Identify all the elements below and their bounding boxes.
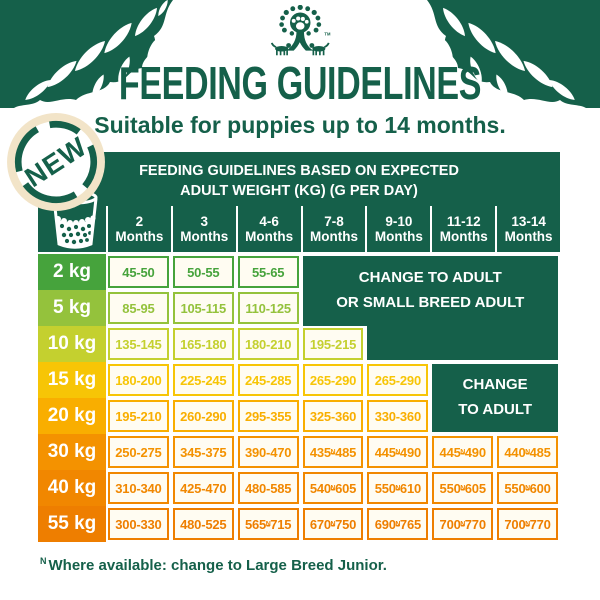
feeding-value-cell: 105-115: [172, 292, 234, 324]
footnote-marker: N: [40, 556, 47, 566]
feeding-value-cell: 265-290: [302, 364, 364, 396]
svg-text:TM: TM: [324, 32, 331, 37]
feeding-value-cell: 225-245: [172, 364, 234, 396]
note-line: OR SMALL BREED ADULT: [336, 294, 525, 311]
new-badge-icon: NEW: [7, 113, 105, 211]
table-heading-line2: ADULT WEIGHT (KG) (G PER DAY): [180, 183, 418, 200]
feeding-value-cell: 295-355: [237, 400, 299, 432]
feeding-value-cell: 445- N 490: [432, 436, 494, 468]
column-header: 9-10 Months: [365, 206, 430, 252]
page-title: FEEDING GUIDELINES: [118, 57, 482, 109]
feeding-value-cell: 480-525: [172, 508, 234, 540]
subtitle: Suitable for puppies up to 14 months.: [94, 112, 506, 138]
feeding-value-cell: 245-285: [237, 364, 299, 396]
paw-icon: [291, 16, 309, 30]
column-header: 3 Months: [170, 206, 236, 252]
feeding-value-cell: 45-50: [108, 256, 169, 288]
note-line: CHANGE: [462, 376, 528, 394]
note-line: TO ADULT: [458, 401, 533, 418]
column-header: 13-14 Months: [495, 206, 560, 252]
change-to-adult-note: CHANGE TO ADULT: [432, 364, 558, 432]
row-header-weight: 5 kg: [38, 290, 106, 326]
feeding-value-cell: 670- N 750: [302, 508, 364, 540]
row-header-weight: 2 kg: [38, 254, 106, 290]
column-header: 4-6 Months: [235, 206, 301, 252]
feeding-value-cell: 440- N 485: [497, 436, 558, 468]
feeding-value-cell: 260-290: [172, 400, 234, 432]
note-line: CHANGE TO ADULT: [358, 269, 502, 287]
feeding-value-cell: 310-340: [108, 472, 169, 504]
row-header-weight: 20 kg: [38, 398, 106, 434]
feeding-value-cell: 540- N 605: [302, 472, 364, 504]
feeding-value-cell: 480-585: [237, 472, 299, 504]
feeding-value-cell: 135-145: [108, 328, 169, 360]
row-header-weight: 15 kg: [38, 362, 106, 398]
table-header: FEEDING GUIDELINES BASED ON EXPECTED ADU…: [38, 152, 560, 252]
tree-paw-dogs-logo-icon: TM: [270, 4, 331, 56]
feeding-value-cell: 330-360: [367, 400, 429, 432]
feeding-value-cell: 195-210: [108, 400, 169, 432]
dog-right-silhouette: [309, 42, 330, 56]
feeding-value-cell: 110-125: [237, 292, 299, 324]
month-header-row: 2 Months 3 Months 4-6 Months 7-8 Months 9-10 Mont…: [106, 206, 560, 252]
feeding-value-cell: 700- N 770: [497, 508, 558, 540]
feeding-value-cell: 300-330: [108, 508, 169, 540]
feeding-table: FEEDING GUIDELINES BASED ON EXPECTED ADU…: [38, 152, 560, 542]
feeding-value-cell: 565- N 715: [237, 508, 299, 540]
dog-left-silhouette: [270, 42, 291, 56]
feeding-value-cell: 690- N 765: [367, 508, 429, 540]
feeding-value-cell: 85-95: [108, 292, 169, 324]
feeding-value-cell: 435- N 485: [302, 436, 364, 468]
row-header-weight: 30 kg: [38, 434, 106, 470]
column-header: 11-12 Months: [430, 206, 495, 252]
table-heading-line1: FEEDING GUIDELINES BASED ON EXPECTED: [139, 163, 459, 179]
footnote-text: Where available: change to Large Breed J…: [48, 557, 387, 574]
feeding-values-grid: CHANGE TO ADULT OR SMALL BREED ADULT CHA…: [106, 254, 560, 542]
feeding-value-cell: 425-470: [172, 472, 234, 504]
leaf-decoration-left: [0, 0, 173, 108]
change-to-adult-or-small-breed-note: CHANGE TO ADULT OR SMALL BREED ADULT: [302, 256, 558, 326]
feeding-value-cell: 165-180: [172, 328, 234, 360]
feeding-value-cell: 390-470: [237, 436, 299, 468]
feeding-value-cell: 700- N 770: [432, 508, 494, 540]
feeding-value-cell: 50-55: [172, 256, 234, 288]
feeding-value-cell: 265-290: [367, 364, 429, 396]
column-header: 2 Months: [106, 206, 171, 252]
column-header: 7-8 Months: [300, 206, 366, 252]
feeding-value-cell: 180-210: [237, 328, 299, 360]
feeding-value-cell: 325-360: [302, 400, 364, 432]
feeding-value-cell: 195-215: [302, 328, 364, 360]
footnote: N Where available: change to Large Breed …: [40, 556, 600, 574]
row-header-weight: 55 kg: [38, 506, 106, 542]
feeding-value-cell: 550- N 610: [367, 472, 429, 504]
feeding-value-cell: 550- N 600: [497, 472, 558, 504]
row-header-weight: 40 kg: [38, 470, 106, 506]
feeding-value-cell: 345-375: [172, 436, 234, 468]
table-heading: FEEDING GUIDELINES BASED ON EXPECTED ADU…: [38, 161, 560, 202]
feeding-value-cell: 550- N 605: [432, 472, 494, 504]
table-body: 2 kg 5 kg 10 kg 15 kg 20 kg 30 kg 40 kg 55 kg C…: [38, 254, 560, 542]
weight-column: 2 kg 5 kg 10 kg 15 kg 20 kg 30 kg 40 kg 55 kg: [38, 254, 106, 542]
change-note-extension: [367, 326, 558, 360]
feeding-value-cell: 445- N 490: [367, 436, 429, 468]
row-header-weight: 10 kg: [38, 326, 106, 362]
feeding-value-cell: 180-200: [108, 364, 169, 396]
feeding-value-cell: 250-275: [108, 436, 169, 468]
leaf-decoration-right: [427, 0, 600, 108]
brand-logo-wrap: TM: [0, 0, 600, 61]
feeding-value-cell: 55-65: [237, 256, 299, 288]
measuring-cup-kibble-icon: [52, 190, 98, 249]
